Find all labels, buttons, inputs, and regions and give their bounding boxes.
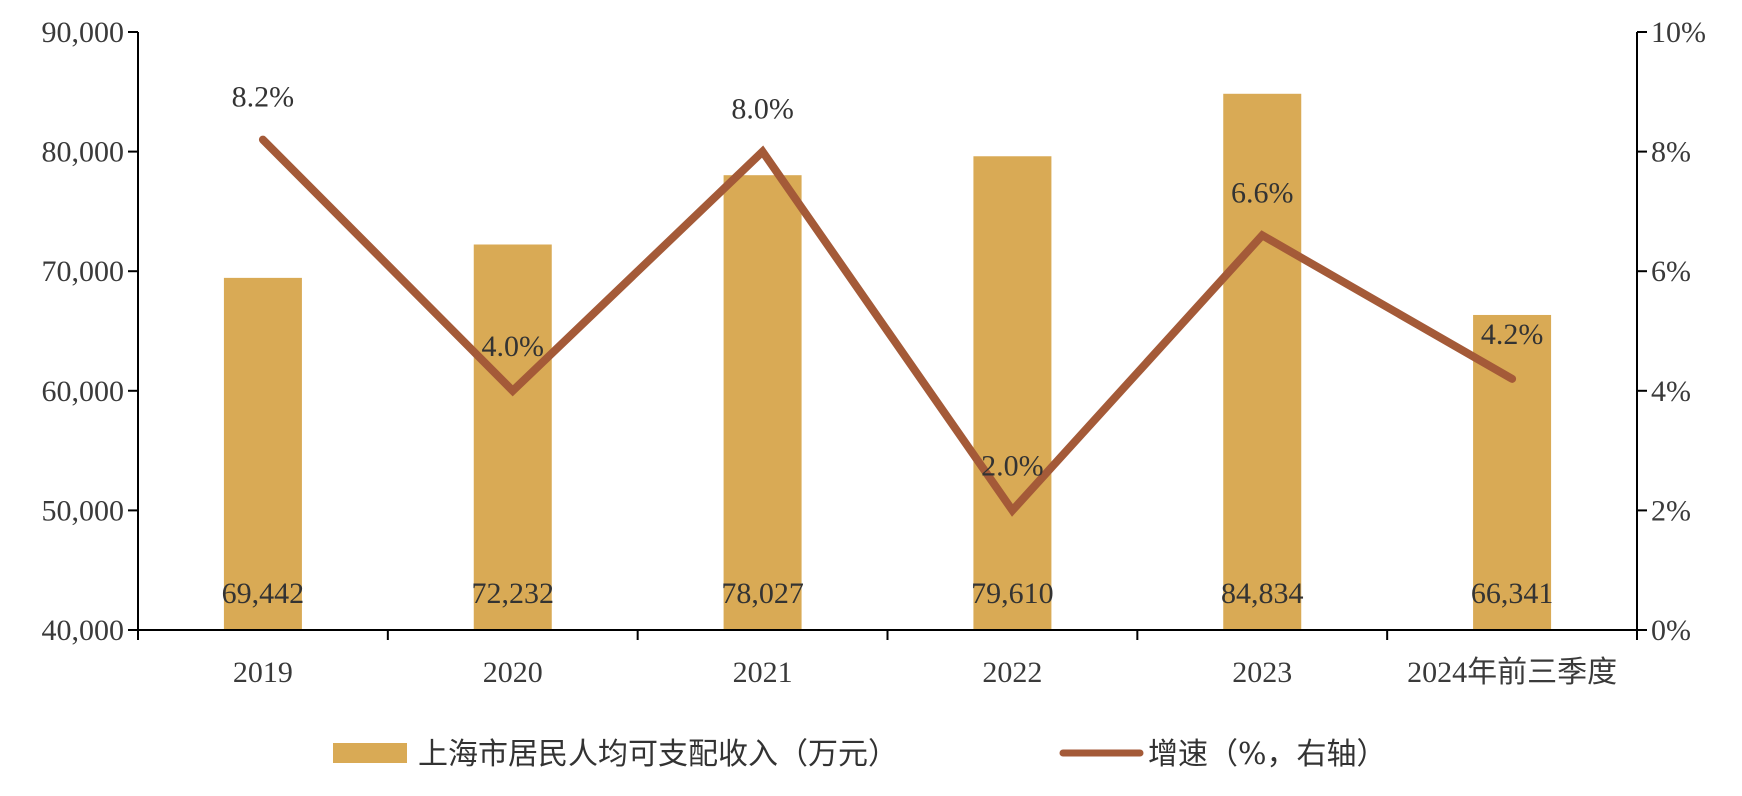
bar bbox=[473, 244, 552, 630]
x-tick-label: 2023 bbox=[1232, 656, 1292, 689]
legend-line-label: 增速（%，右轴） bbox=[1148, 737, 1387, 772]
bar bbox=[723, 175, 802, 630]
axes-layer: 40,000 50,000 60,000 70,000 80,000 90,000 0% 2%… bbox=[42, 16, 1707, 689]
legend-bar-label: 上海市居民人均可支配收入（万元） bbox=[418, 737, 898, 772]
bar bbox=[223, 277, 302, 630]
x-tick-label: 2021 bbox=[733, 656, 793, 689]
bars-layer bbox=[223, 93, 1552, 631]
y-left-tick-label: 60,000 bbox=[42, 375, 125, 408]
y-right-tick-label: 2% bbox=[1651, 494, 1691, 527]
bar-value-label: 72,232 bbox=[472, 577, 555, 610]
y-right-tick-label: 4% bbox=[1651, 375, 1691, 408]
labels-layer: 69,442 72,232 78,027 79,610 84,834 66,341 8.2%… bbox=[222, 81, 1554, 610]
legend: 上海市居民人均可支配收入（万元） 增速（%，右轴） bbox=[333, 737, 1387, 772]
x-tick-label: 2022 bbox=[982, 656, 1042, 689]
bar-value-label: 66,341 bbox=[1471, 577, 1554, 610]
growth-value-label: 2.0% bbox=[981, 449, 1044, 482]
x-tick-label: 2020 bbox=[483, 656, 543, 689]
y-left-tick-label: 90,000 bbox=[42, 16, 125, 49]
bar-value-label: 84,834 bbox=[1221, 577, 1304, 610]
growth-value-label: 4.2% bbox=[1481, 318, 1544, 351]
x-tick-label: 2024年前三季度 bbox=[1407, 656, 1617, 689]
y-right-tick-label: 10% bbox=[1651, 16, 1706, 49]
bar bbox=[973, 156, 1052, 630]
legend-bar-swatch bbox=[333, 743, 407, 763]
growth-value-label: 6.6% bbox=[1231, 176, 1294, 209]
bar bbox=[1223, 93, 1302, 631]
y-left-tick-label: 80,000 bbox=[42, 136, 125, 169]
y-left-tick-label: 40,000 bbox=[42, 614, 125, 647]
bar-value-label: 69,442 bbox=[222, 577, 305, 610]
growth-line bbox=[258, 135, 1517, 517]
x-tick-label: 2019 bbox=[233, 656, 293, 689]
y-left-tick-label: 70,000 bbox=[42, 255, 125, 288]
growth-value-label: 8.0% bbox=[731, 93, 794, 126]
y-right-tick-label: 0% bbox=[1651, 614, 1691, 647]
bar-value-label: 79,610 bbox=[971, 577, 1054, 610]
bar-value-label: 78,027 bbox=[721, 577, 804, 610]
y-right-tick-label: 8% bbox=[1651, 136, 1691, 169]
growth-value-label: 8.2% bbox=[232, 81, 295, 114]
y-left-tick-label: 50,000 bbox=[42, 494, 125, 527]
y-right-tick-label: 6% bbox=[1651, 255, 1691, 288]
growth-line-layer bbox=[258, 135, 1517, 517]
growth-value-label: 4.0% bbox=[482, 330, 545, 363]
